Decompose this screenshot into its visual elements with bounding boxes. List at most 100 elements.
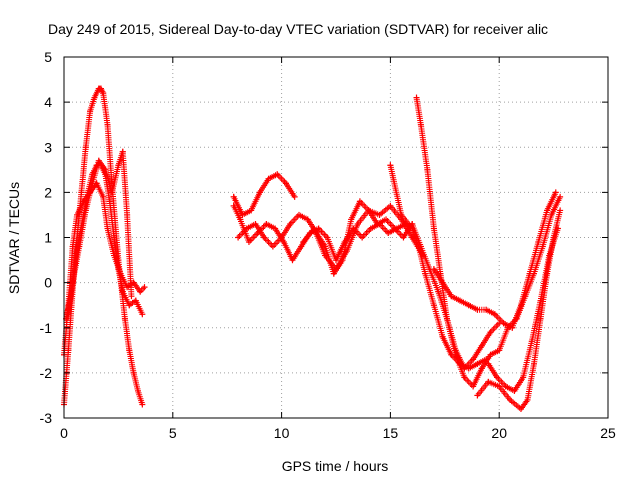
data-point xyxy=(87,108,94,115)
series-track-12 xyxy=(430,189,559,331)
data-point xyxy=(470,356,477,363)
data-point xyxy=(387,202,394,209)
data-point xyxy=(422,270,429,277)
data-point xyxy=(430,266,437,273)
data-point xyxy=(121,315,128,322)
data-point xyxy=(296,211,303,218)
data-point xyxy=(520,374,527,381)
series-track-5 xyxy=(230,171,298,218)
y-tick-label: 0 xyxy=(44,275,52,291)
y-tick-label: -2 xyxy=(40,365,53,381)
y-axis-label: SDTVAR / TECUs xyxy=(6,182,22,294)
data-point xyxy=(517,405,524,412)
data-point xyxy=(91,94,98,101)
data-point xyxy=(265,175,272,182)
data-point xyxy=(235,234,242,241)
data-point xyxy=(439,279,446,286)
axis-ticks: 0 5 10 15 20 25 -3 -2 -1 0 1 2 3 4 5 xyxy=(40,49,616,441)
x-tick-label: 25 xyxy=(600,425,616,441)
data-point xyxy=(115,162,122,169)
data-point xyxy=(517,302,524,309)
data-point xyxy=(322,243,329,250)
data-point xyxy=(524,396,531,403)
data-point xyxy=(500,320,507,327)
data-point xyxy=(537,315,544,322)
data-point xyxy=(528,338,535,345)
data-point xyxy=(485,360,492,367)
data-point xyxy=(554,225,561,232)
data-point xyxy=(76,243,83,250)
data-point xyxy=(544,207,551,214)
data-point xyxy=(496,383,503,390)
data-point xyxy=(65,302,72,309)
data-point xyxy=(535,239,542,246)
data-point xyxy=(365,207,372,214)
data-point xyxy=(417,243,424,250)
data-point xyxy=(230,202,237,209)
data-point xyxy=(485,378,492,385)
data-point xyxy=(439,333,446,340)
data-point xyxy=(478,365,485,372)
data-point xyxy=(387,162,394,169)
data-point xyxy=(78,189,85,196)
series-track-10 xyxy=(413,94,503,372)
data-point xyxy=(252,220,259,227)
x-tick-label: 15 xyxy=(383,425,399,441)
series-track-8 xyxy=(300,202,427,273)
data-point xyxy=(261,234,268,241)
x-tick-label: 20 xyxy=(491,425,507,441)
data-point xyxy=(124,211,131,218)
data-point xyxy=(71,261,78,268)
data-point xyxy=(448,293,455,300)
data-point xyxy=(557,207,564,214)
y-tick-label: 3 xyxy=(44,139,52,155)
data-point xyxy=(374,220,381,227)
data-point xyxy=(333,257,339,264)
x-tick-label: 5 xyxy=(169,425,177,441)
data-point xyxy=(356,198,363,205)
data-point xyxy=(111,252,118,259)
plus-marker-trail xyxy=(230,171,297,218)
data-point xyxy=(282,180,289,187)
data-point xyxy=(385,229,392,236)
data-point xyxy=(245,239,252,246)
data-point xyxy=(100,193,107,200)
x-axis-label: GPS time / hours xyxy=(282,458,389,474)
data-point xyxy=(400,234,407,241)
data-point xyxy=(557,193,564,200)
data-point xyxy=(457,297,464,304)
data-point xyxy=(65,311,72,318)
data-point xyxy=(496,347,503,354)
data-point xyxy=(80,198,87,205)
data-point xyxy=(69,243,76,250)
data-point xyxy=(391,225,398,232)
chart-title: Day 249 of 2015, Sidereal Day-to-day VTE… xyxy=(48,21,548,37)
data-point xyxy=(300,239,307,246)
data-point xyxy=(474,392,481,399)
y-tick-label: 4 xyxy=(44,94,52,110)
data-point xyxy=(354,220,361,227)
plus-marker-trail xyxy=(413,94,501,372)
data-point xyxy=(130,369,137,376)
y-tick-label: 2 xyxy=(44,184,52,200)
data-point xyxy=(474,306,481,313)
data-point xyxy=(82,144,89,151)
data-point xyxy=(398,211,405,218)
x-tick-label: 0 xyxy=(60,425,68,441)
data-point xyxy=(69,279,76,286)
data-point xyxy=(478,342,485,349)
data-point xyxy=(552,189,559,196)
data-point xyxy=(474,360,481,367)
data-point xyxy=(548,211,555,218)
data-point xyxy=(343,248,350,255)
data-point xyxy=(502,383,509,390)
data-point xyxy=(311,225,318,232)
data-point xyxy=(106,198,113,205)
data-point xyxy=(89,180,96,187)
data-point xyxy=(132,297,139,304)
data-point xyxy=(546,252,553,259)
data-point xyxy=(376,211,383,218)
data-point xyxy=(278,234,285,241)
data-point xyxy=(526,270,533,277)
